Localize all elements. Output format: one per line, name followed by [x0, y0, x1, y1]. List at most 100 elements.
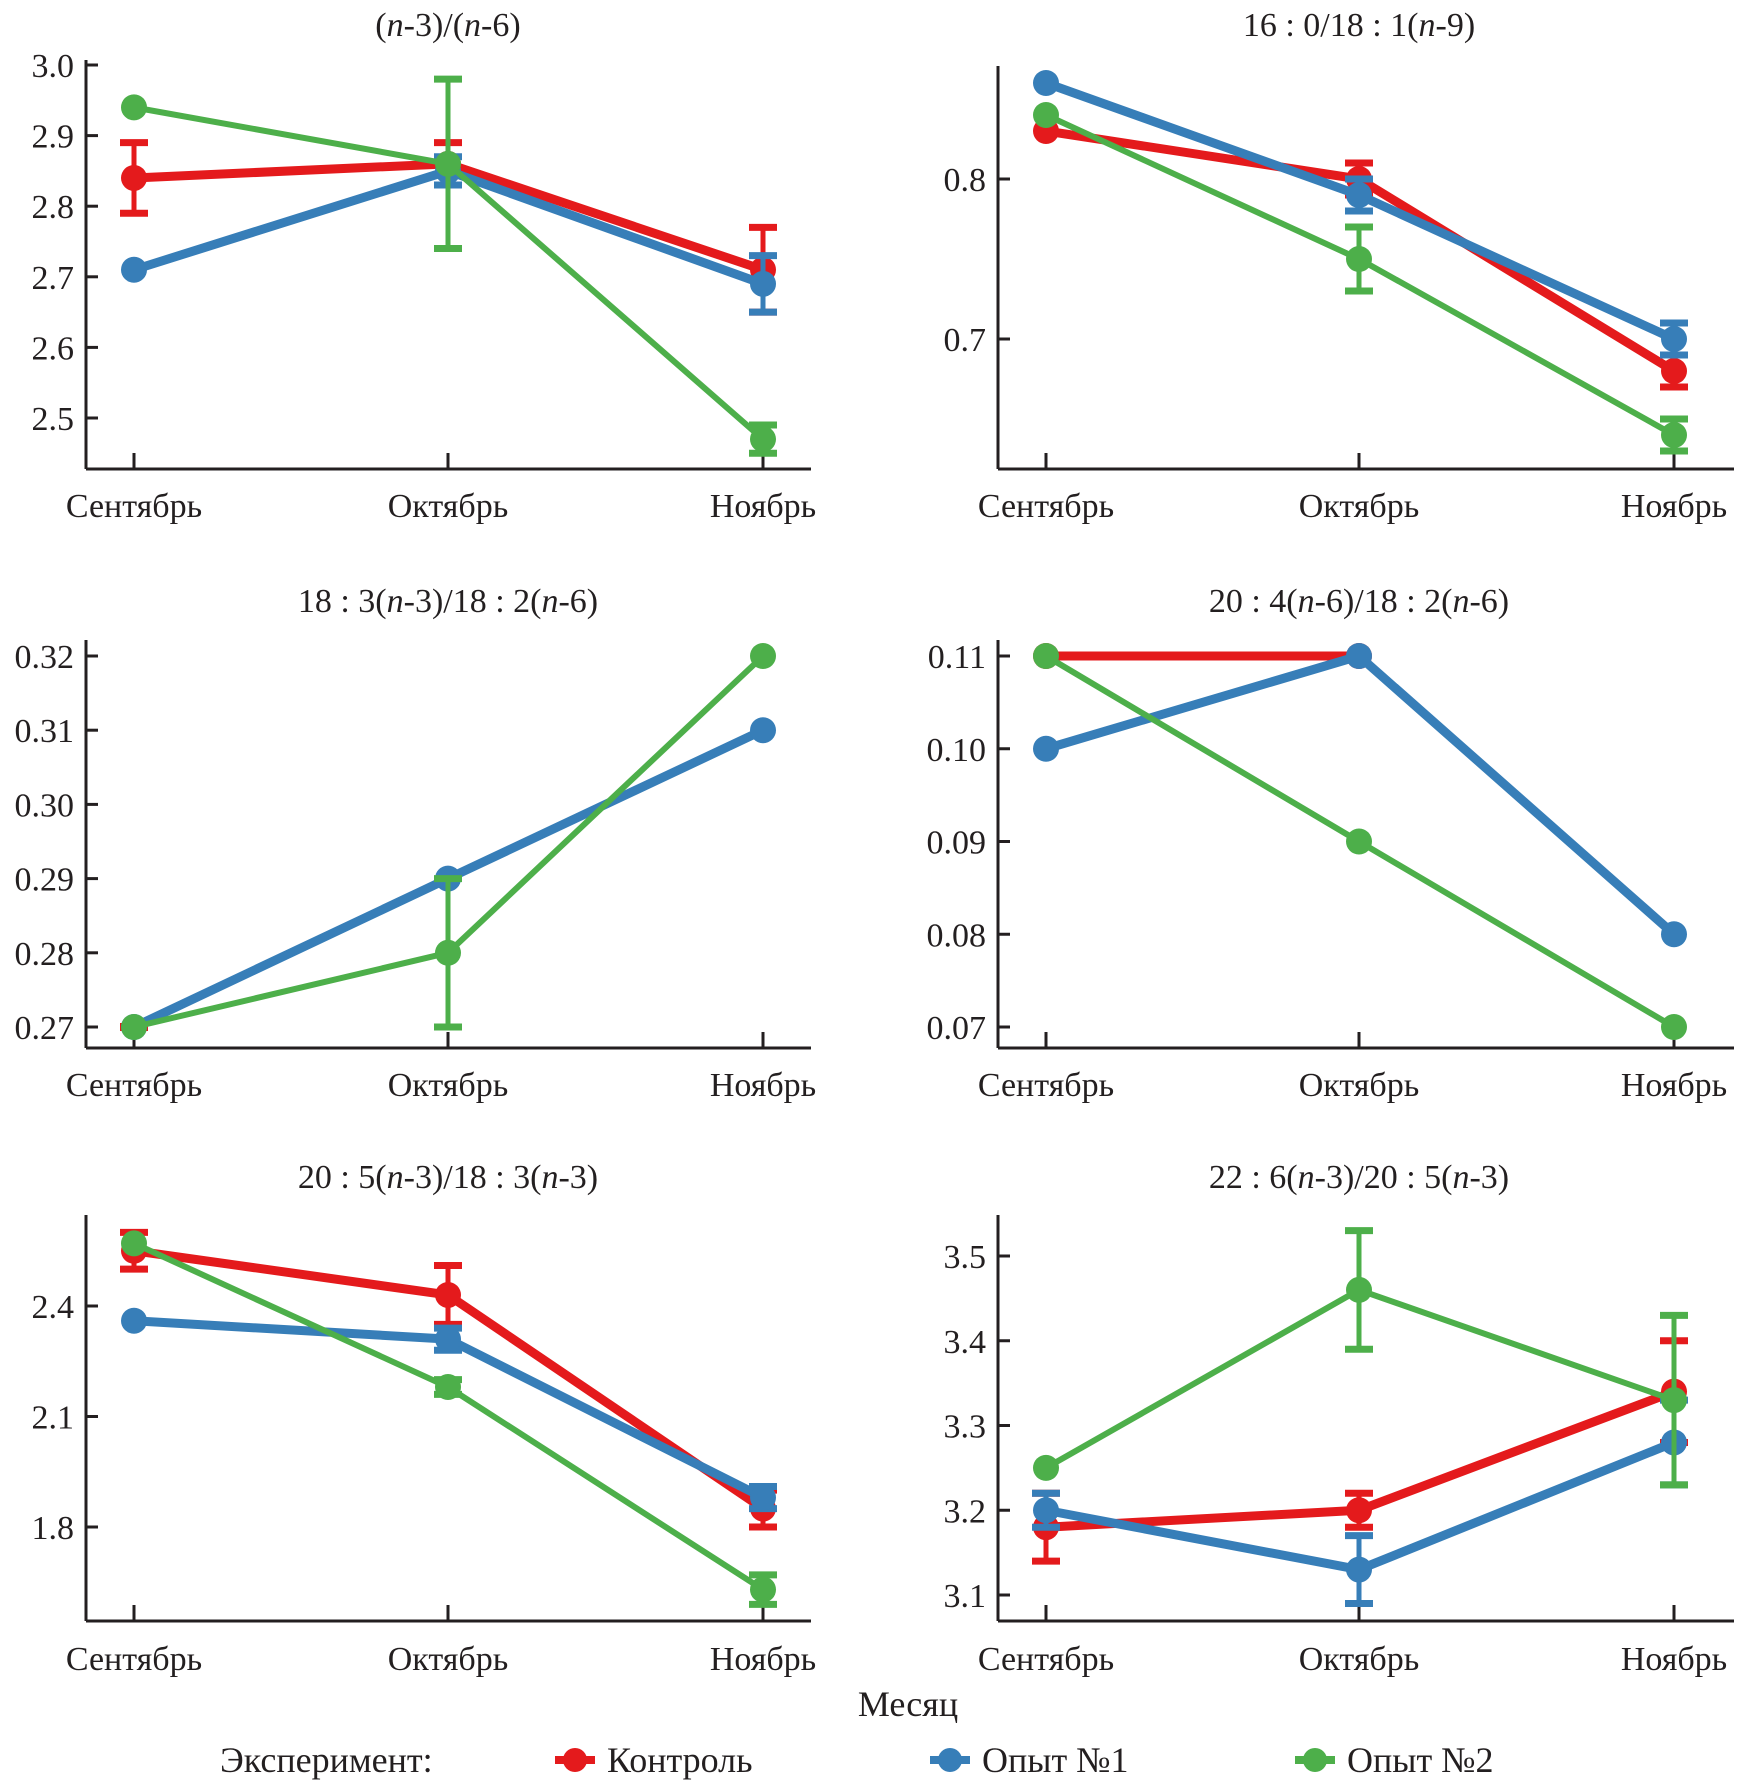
panel-title-part: n	[387, 1159, 404, 1196]
data-point	[1346, 1556, 1372, 1583]
panel-4: 20 : 4(n-6)/18 : 2(n-6)0.070.080.090.100…	[927, 583, 1734, 1104]
panel-title-part: -6)/18 : 2(	[1315, 583, 1453, 620]
y-tick-label: 2.6	[32, 330, 75, 367]
x-tick-label: Сентябрь	[978, 1641, 1114, 1678]
legend-label: Опыт №1	[982, 1740, 1129, 1780]
legend-marker-icon	[1303, 1748, 1327, 1772]
data-point	[1346, 828, 1372, 855]
y-tick-label: 0.11	[928, 639, 986, 676]
y-tick-label: 2.8	[32, 189, 75, 226]
data-point	[1346, 1276, 1372, 1303]
y-tick-label: 0.7	[944, 322, 987, 359]
panel-title-part: -3)/18 : 2(	[404, 583, 542, 620]
series-exp1	[1033, 643, 1687, 948]
data-point	[1661, 921, 1687, 948]
y-tick-label: 0.29	[15, 862, 75, 899]
y-tick-label: 2.5	[32, 401, 75, 438]
panel-title-part: n	[541, 583, 558, 620]
series-exp2	[1033, 102, 1688, 455]
panel-title-part: -6)	[558, 583, 598, 620]
data-point	[1661, 422, 1687, 448]
legend-item: Опыт №2	[1295, 1740, 1494, 1780]
legend-item: Контроль	[555, 1740, 753, 1780]
series-exp1	[1033, 70, 1688, 359]
y-tick-label: 0.32	[15, 639, 75, 676]
data-point	[1661, 326, 1687, 352]
panel-5: 20 : 5(n-3)/18 : 3(n-3)1.82.12.4Сентябрь…	[32, 1159, 817, 1678]
y-tick-label: 3.4	[944, 1324, 987, 1361]
y-tick-label: 3.0	[32, 48, 75, 85]
panel-title-part: n	[1452, 583, 1469, 620]
data-point	[435, 939, 461, 966]
series-exp1	[121, 1307, 777, 1513]
data-point	[435, 1281, 461, 1308]
panel-title: 22 : 6(n-3)/20 : 5(n-3)	[1209, 1159, 1509, 1196]
y-tick-label: 0.31	[15, 713, 75, 750]
x-tick-label: Октябрь	[1299, 1641, 1419, 1678]
panel-title-part: -9)	[1436, 7, 1476, 44]
x-tick-label: Октябрь	[388, 488, 508, 525]
y-tick-label: 3.3	[944, 1409, 987, 1446]
legend: Эксперимент: Контроль Опыт №1 Опыт №2	[220, 1740, 1494, 1780]
data-point	[750, 426, 776, 453]
series-exp2	[121, 643, 776, 1040]
series-line	[1044, 651, 1677, 938]
series-exp2	[1033, 1227, 1688, 1489]
data-point	[750, 270, 776, 297]
y-tick-label: 2.7	[32, 260, 75, 297]
x-tick-label: Сентябрь	[66, 1067, 202, 1104]
y-tick-label: 3.1	[944, 1578, 987, 1615]
y-tick-label: 3.5	[944, 1239, 987, 1276]
panel-title-part: -3)/(	[404, 7, 464, 44]
panel-title-part: -6)	[1469, 583, 1509, 620]
data-point	[121, 164, 147, 191]
y-tick-label: 3.2	[944, 1493, 987, 1530]
y-tick-label: 0.10	[927, 732, 987, 769]
x-tick-label: Ноябрь	[1621, 1067, 1727, 1104]
y-tick-label: 2.1	[32, 1400, 75, 1437]
panel-title-part: 22 : 6(	[1209, 1159, 1298, 1196]
panel-title: 20 : 5(n-3)/18 : 3(n-3)	[298, 1159, 598, 1196]
series-exp2	[121, 1230, 777, 1608]
data-point	[1346, 246, 1372, 272]
data-point	[121, 1307, 147, 1334]
data-point	[1346, 1497, 1372, 1524]
legend-label: Опыт №2	[1347, 1740, 1494, 1780]
panel-title-part: n	[1419, 7, 1436, 44]
x-tick-label: Ноябрь	[710, 1641, 816, 1678]
legend-marker-icon	[938, 1748, 962, 1772]
panel-title-part: n	[1298, 583, 1315, 620]
data-point	[121, 94, 147, 121]
panel-title-part: 16 : 0/18 : 1(	[1243, 7, 1419, 44]
legend-marker-icon	[563, 1748, 587, 1772]
series-exp2	[121, 75, 777, 457]
data-point	[1661, 358, 1687, 384]
y-tick-label: 0.08	[927, 917, 987, 954]
y-tick-label: 1.8	[32, 1510, 75, 1547]
x-axis-label: Месяц	[858, 1684, 958, 1724]
panel-title-part: n	[1452, 1159, 1469, 1196]
panel-title-part: n	[541, 1159, 558, 1196]
x-tick-label: Ноябрь	[1621, 488, 1727, 525]
panel-title-part: n	[387, 583, 404, 620]
data-point	[121, 256, 147, 283]
panel-title-part: -3)	[1469, 1159, 1509, 1196]
panel-title-part: n	[464, 7, 481, 44]
x-tick-label: Сентябрь	[978, 1067, 1114, 1104]
x-tick-label: Сентябрь	[66, 488, 202, 525]
x-tick-label: Сентябрь	[978, 488, 1114, 525]
data-point	[750, 1576, 776, 1603]
x-tick-label: Октябрь	[388, 1067, 508, 1104]
panel-title-part: (	[375, 7, 386, 44]
y-tick-label: 0.27	[15, 1010, 75, 1047]
y-tick-label: 0.30	[15, 787, 75, 824]
panel-title-part: 18 : 3(	[298, 583, 387, 620]
panel-title-part: 20 : 4(	[1209, 583, 1298, 620]
panel-title: 20 : 4(n-6)/18 : 2(n-6)	[1209, 583, 1509, 620]
data-point	[1661, 1387, 1687, 1414]
data-point	[435, 1326, 461, 1353]
x-tick-label: Октябрь	[1299, 1067, 1419, 1104]
y-tick-label: 0.09	[927, 825, 987, 862]
